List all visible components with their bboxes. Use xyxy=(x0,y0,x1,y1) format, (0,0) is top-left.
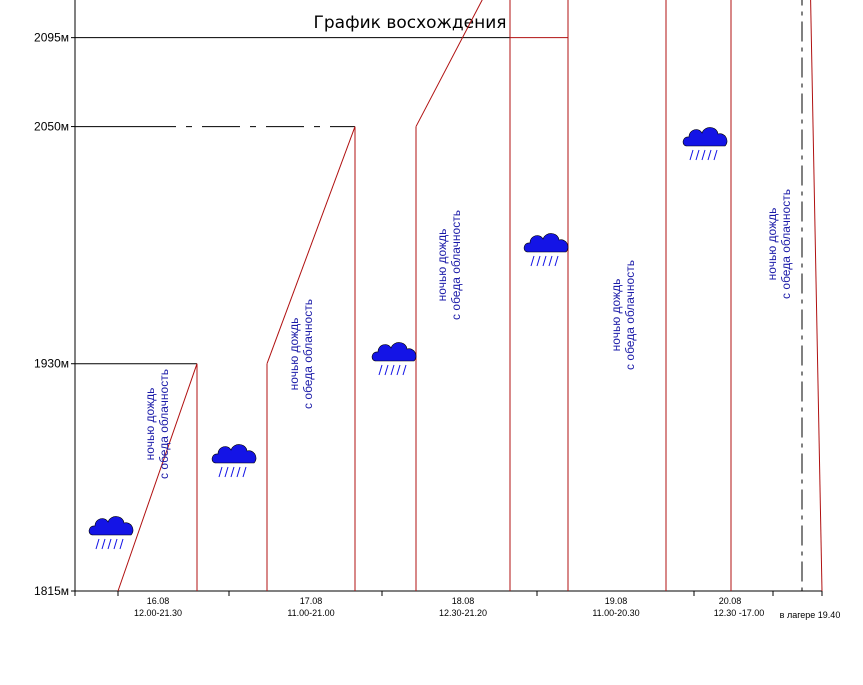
weather-note-line2: с обеда облачность xyxy=(157,369,171,479)
rain-cloud-icon xyxy=(523,233,569,267)
descent-segment xyxy=(810,0,823,592)
weather-note: ночью дождь с обеда облачность xyxy=(435,210,463,320)
weather-note-line1: ночью дождь xyxy=(287,318,301,391)
weather-icons xyxy=(88,127,728,550)
final-camp-note: в лагере 19.40 xyxy=(780,610,841,620)
weather-note: ночью дождь с обеда облачность xyxy=(765,189,793,299)
weather-note-line1: ночью дождь xyxy=(765,208,779,281)
y-tick-label: 2050м xyxy=(34,120,69,134)
ascent-profile xyxy=(117,0,823,592)
x-date-label: 19.08 xyxy=(605,596,628,606)
y-tick-label: 1815м xyxy=(34,584,69,598)
weather-note-line1: ночью дождь xyxy=(143,388,157,461)
axes xyxy=(71,0,823,596)
chart-title: График восхождения xyxy=(314,13,507,33)
x-date-label: 17.08 xyxy=(300,596,323,606)
rain-cloud-icon xyxy=(88,516,134,550)
weather-note-line2: с обеда облачность xyxy=(301,299,315,409)
weather-note: ночью дождь с обеда облачность xyxy=(143,369,171,479)
weather-note-line1: ночью дождь xyxy=(609,279,623,352)
rain-cloud-icon xyxy=(371,342,417,376)
y-tick-label: 2095м xyxy=(34,31,69,45)
x-time-label: 12.00-21.30 xyxy=(134,608,182,618)
weather-note: ночью дождь с обеда облачность xyxy=(287,299,315,409)
weather-note-line1: ночью дождь xyxy=(435,229,449,302)
rain-cloud-icon xyxy=(682,127,728,161)
weather-note-line2: с обеда облачность xyxy=(449,210,463,320)
x-time-label: 11.00-21.00 xyxy=(287,608,334,618)
climb-segment xyxy=(117,363,198,592)
climb-segment xyxy=(415,0,483,127)
climb-segment xyxy=(266,126,356,364)
x-time-label: 12.30 -17.00 xyxy=(714,608,765,618)
x-date-label: 16.08 xyxy=(147,596,170,606)
x-time-label: 11.00-20.30 xyxy=(592,608,639,618)
axis-labels: 1815м1930м2050м2095м2141м2191м2234м2340м… xyxy=(34,31,765,618)
weather-note-line2: с обеда облачность xyxy=(779,189,793,299)
rain-cloud-icon xyxy=(211,444,257,478)
weather-note: ночью дождь с обеда облачность xyxy=(609,260,637,370)
weather-note-line2: с обеда облачность xyxy=(623,260,637,370)
x-time-label: 12.30-21.20 xyxy=(439,608,487,618)
x-date-label: 20.08 xyxy=(719,596,742,606)
y-tick-label: 1930м xyxy=(34,357,69,371)
x-date-label: 18.08 xyxy=(452,596,475,606)
